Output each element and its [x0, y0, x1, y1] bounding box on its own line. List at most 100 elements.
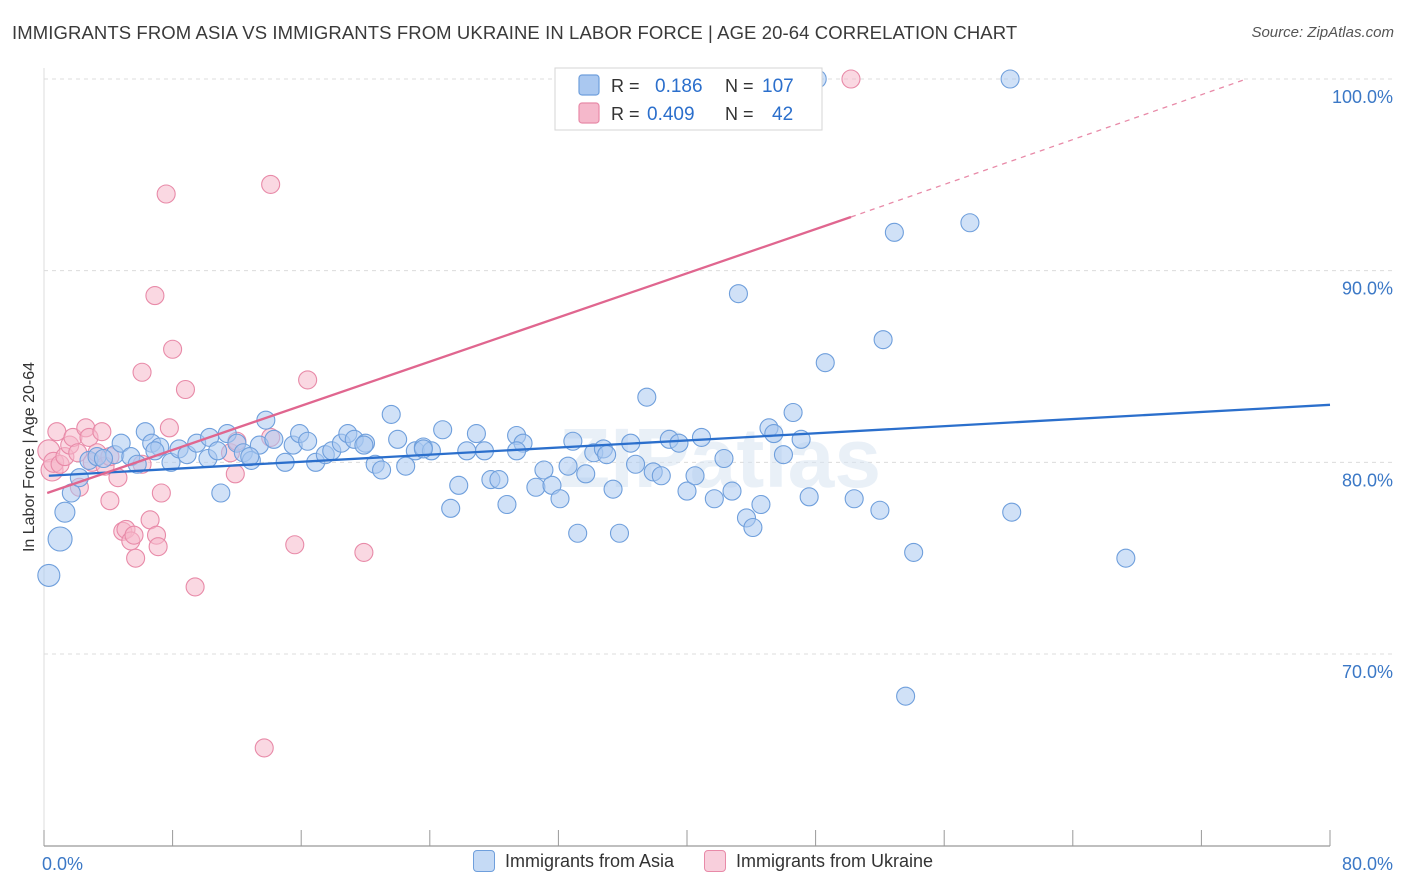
y-axis-label: In Labor Force | Age 20-64 [21, 362, 38, 552]
asia-point [240, 447, 260, 467]
x-ticks [43, 830, 1331, 846]
asia-point [960, 213, 980, 233]
asia-point [466, 424, 486, 444]
y-tick-label: 70.0% [1342, 662, 1393, 682]
asia-r-label: R = [611, 76, 640, 96]
legend-item-ukraine[interactable]: Immigrants from Ukraine [704, 850, 933, 872]
asia-point [441, 498, 461, 518]
ukraine-point [159, 418, 179, 438]
ukraine-point [47, 422, 67, 442]
stats-legend: R = 0.186 N = 107 R = 0.409 N = 42 [554, 67, 823, 131]
asia-legend-swatch [578, 74, 600, 96]
asia-point [550, 489, 570, 509]
asia-point [677, 481, 697, 501]
ukraine-n-value: 42 [772, 104, 793, 125]
asia-point [449, 475, 469, 495]
ukraine-point [841, 69, 861, 89]
ukraine-point [151, 483, 171, 503]
ukraine-point [354, 542, 374, 562]
ukraine-swatch [704, 850, 726, 872]
axes [43, 68, 1331, 847]
ukraine-point [124, 525, 144, 545]
asia-point [1000, 69, 1020, 89]
x-tick-label-min: 0.0% [42, 854, 83, 874]
asia-trendline [48, 403, 1331, 477]
y-tick-label: 100.0% [1332, 87, 1393, 107]
asia-point [497, 494, 517, 515]
ukraine-n-label: N = [725, 104, 754, 124]
asia-point [111, 433, 131, 453]
asia-point [381, 404, 401, 424]
asia-point [637, 387, 657, 407]
asia-point [54, 501, 76, 523]
legend-item-asia[interactable]: Immigrants from Asia [472, 850, 674, 872]
asia-point [211, 483, 231, 503]
asia-point [298, 431, 318, 451]
asia-point [489, 470, 509, 490]
asia-point [558, 456, 578, 476]
asia-point [354, 435, 374, 455]
asia-point [93, 448, 114, 469]
ukraine-point [254, 738, 274, 758]
asia-point [904, 542, 924, 562]
asia-point [626, 454, 646, 474]
ukraine-point [261, 174, 281, 194]
asia-point [457, 441, 477, 461]
asia-points [37, 69, 1136, 706]
ukraine-point [92, 422, 112, 442]
ukraine-point [100, 491, 120, 511]
asia-point [691, 427, 712, 447]
ukraine-point [225, 464, 245, 484]
asia-point [1002, 502, 1022, 522]
ukraine-point [132, 362, 152, 382]
asia-point [264, 429, 284, 449]
asia-point [896, 686, 916, 706]
asia-point [526, 477, 546, 497]
asia-swatch [472, 850, 495, 872]
series-legend: Immigrants from Asia Immigrants from Ukr… [0, 850, 1406, 872]
legend-label-asia: Immigrants from Asia [504, 850, 674, 871]
ukraine-r-label: R = [611, 104, 640, 124]
trendlines [46, 78, 1331, 495]
asia-point [433, 420, 453, 440]
ukraine-point [145, 286, 165, 306]
source-label: Source: ZipAtlas.com [1251, 24, 1394, 41]
asia-point [47, 526, 73, 552]
asia-point [669, 433, 689, 453]
ukraine-point [175, 379, 196, 400]
y-tick-label: 80.0% [1342, 470, 1393, 490]
asia-point [714, 448, 734, 469]
asia-point [884, 222, 904, 242]
ukraine-point [163, 339, 183, 359]
x-tick-label-max: 80.0% [1342, 854, 1393, 874]
asia-point [751, 494, 771, 515]
asia-point [1116, 548, 1136, 568]
ukraine-legend-swatch [578, 102, 600, 124]
asia-n-value: 107 [762, 76, 794, 97]
asia-point [870, 500, 890, 520]
ukraine-point [156, 184, 176, 204]
asia-point [799, 487, 819, 507]
asia-point [764, 424, 784, 444]
asia-point [413, 439, 433, 459]
ukraine-point [285, 535, 305, 555]
legend-label-ukraine: Immigrants from Ukraine [736, 850, 934, 871]
asia-point [576, 464, 596, 484]
y-tick-label: 90.0% [1342, 279, 1393, 299]
asia-r-value: 0.186 [655, 76, 703, 97]
ukraine-r-value: 0.409 [647, 104, 695, 125]
asia-point [372, 460, 392, 480]
asia-point [388, 429, 408, 449]
asia-point [685, 466, 705, 486]
ukraine-trendline [46, 215, 852, 495]
ukraine-trendline-extension [850, 78, 1247, 218]
gridlines [44, 78, 1395, 655]
asia-point [609, 523, 630, 543]
ukraine-point [185, 577, 205, 597]
asia-point [873, 330, 893, 350]
asia-point [651, 466, 671, 486]
asia-point [773, 445, 794, 465]
asia-point [208, 441, 228, 461]
asia-point [396, 456, 416, 476]
